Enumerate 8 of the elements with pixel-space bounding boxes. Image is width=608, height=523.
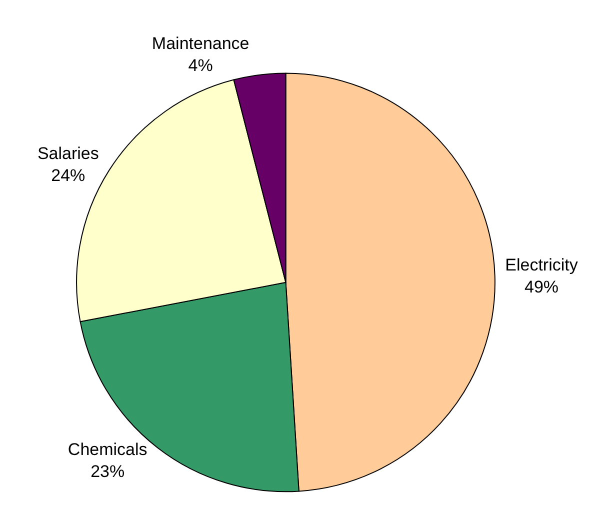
slice-label: Maintenance bbox=[152, 34, 250, 54]
slice-label: Salaries bbox=[37, 144, 99, 163]
slice-label: Electricity bbox=[505, 255, 578, 274]
slice-label: Chemicals bbox=[68, 440, 148, 459]
data-label: 24% bbox=[51, 166, 86, 185]
data-label: 23% bbox=[90, 462, 125, 482]
data-label: 49% bbox=[524, 277, 559, 296]
data-label: 4% bbox=[188, 56, 213, 76]
